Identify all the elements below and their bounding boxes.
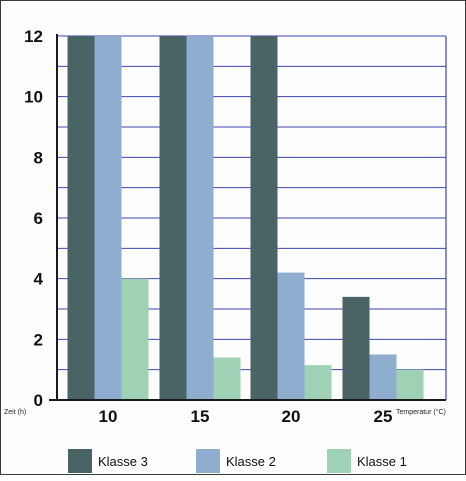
legend-swatch <box>196 449 220 473</box>
bar-klasse-3-15 <box>159 36 187 400</box>
x-tick-label: 20 <box>282 407 301 426</box>
bars <box>67 36 424 400</box>
bar-klasse-1-25 <box>396 369 424 400</box>
x-tick-label: 15 <box>191 407 210 426</box>
y-tick-label: 12 <box>24 27 43 46</box>
bar-klasse-1-15 <box>213 357 241 400</box>
bar-klasse-1-20 <box>304 365 332 400</box>
legend: Klasse 3 Klasse 2 Klasse 1 <box>68 449 407 473</box>
bar-klasse-2-15 <box>186 36 214 400</box>
x-tick-label: 10 <box>99 407 118 426</box>
bar-klasse-3-10 <box>67 36 95 400</box>
y-tick-label: 6 <box>34 209 43 228</box>
y-tick-label: 4 <box>34 270 44 289</box>
y-axis-label: Zeit (h) <box>4 409 26 416</box>
bar-klasse-2-20 <box>277 272 305 400</box>
y-tick-label: 2 <box>34 330 43 349</box>
bar-klasse-3-20 <box>250 36 278 400</box>
y-tick-label: 10 <box>24 88 43 107</box>
x-axis-label: Temperatur (°C) <box>396 408 446 416</box>
x-tick-labels: 10 15 20 25 <box>99 407 393 426</box>
legend-swatch <box>68 449 92 473</box>
bar-klasse-1-10 <box>121 278 149 400</box>
axes <box>49 34 446 401</box>
x-tick-label: 25 <box>374 407 393 426</box>
y-tick-labels: 0 2 4 6 8 10 12 <box>24 27 43 410</box>
legend-label: Klasse 2 <box>226 454 276 469</box>
y-tick-label: 0 <box>34 391 43 410</box>
legend-label: Klasse 1 <box>357 454 407 469</box>
legend-swatch <box>327 449 351 473</box>
bar-klasse-2-10 <box>94 36 122 400</box>
y-tick-label: 8 <box>34 148 43 167</box>
bar-klasse-2-25 <box>369 354 397 400</box>
legend-label: Klasse 3 <box>98 454 148 469</box>
bar-klasse-3-25 <box>342 296 370 400</box>
